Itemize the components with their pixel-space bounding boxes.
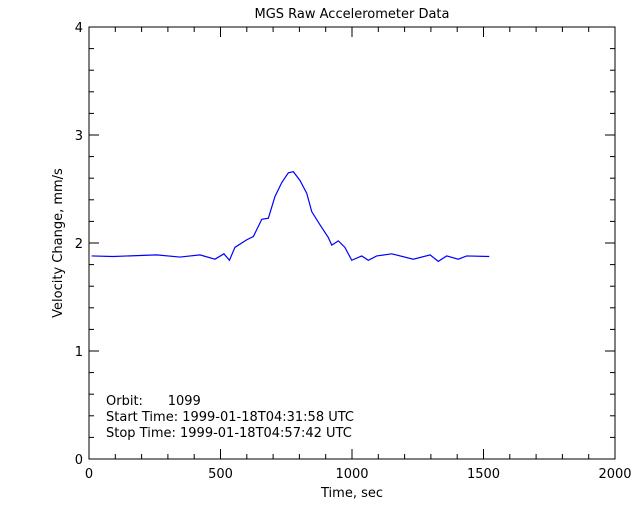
y-tick-label: 0 bbox=[75, 453, 83, 468]
x-tick-label: 2000 bbox=[598, 467, 631, 482]
y-tick-label: 1 bbox=[75, 345, 83, 360]
x-tick-label: 500 bbox=[208, 467, 233, 482]
series-line bbox=[91, 171, 490, 263]
axis-ticks bbox=[88, 26, 616, 460]
y-axis-label: Velocity Change, mm/s bbox=[51, 168, 66, 318]
y-tick-label: 2 bbox=[75, 237, 83, 252]
chart-title: MGS Raw Accelerometer Data bbox=[254, 7, 449, 22]
y-tick-label: 3 bbox=[75, 129, 83, 144]
x-tick-label: 1000 bbox=[335, 467, 368, 482]
annotation-orbit: Orbit: 1099 bbox=[106, 394, 201, 409]
x-tick-label: 0 bbox=[85, 467, 93, 482]
annotation-start-time: Start Time: 1999-01-18T04:31:58 UTC bbox=[106, 410, 354, 425]
x-tick-label: 1500 bbox=[467, 467, 500, 482]
annotation-stop-time: Stop Time: 1999-01-18T04:57:42 UTC bbox=[106, 426, 352, 441]
x-axis-label: Time, sec bbox=[320, 486, 383, 501]
tick-labels: 0 500 1000 1500 2000 0 1 2 3 4 bbox=[75, 21, 632, 482]
y-tick-label: 4 bbox=[75, 21, 83, 36]
